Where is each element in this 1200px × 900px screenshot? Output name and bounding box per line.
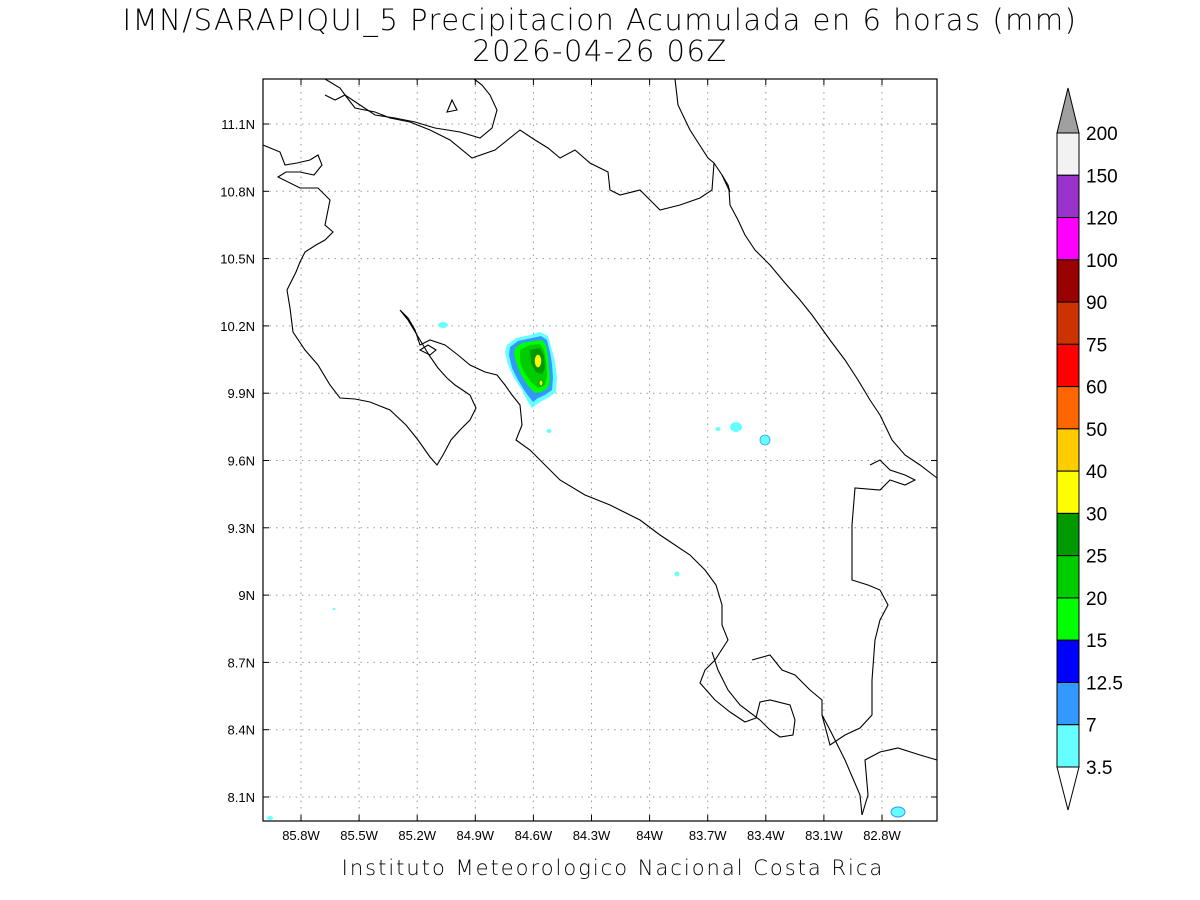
precip-cell — [715, 427, 721, 431]
colorbar-level-label: 60 — [1086, 378, 1107, 399]
colorbar-swatch — [1056, 470, 1080, 514]
y-tick-label: 10.2N — [220, 319, 255, 334]
colorbar-swatch — [1056, 343, 1080, 388]
colorbar-over-arrow — [1056, 87, 1080, 134]
colorbar-level-label: 75 — [1086, 335, 1107, 356]
map-date: 2026-04-26 06Z — [472, 34, 728, 68]
colorbar-level-label: 120 — [1086, 209, 1118, 230]
colorbar-swatch — [1056, 301, 1080, 345]
colorbar-level-label: 12.5 — [1086, 673, 1123, 694]
lake-island — [446, 98, 458, 113]
y-axis: 11.1N 10.8N 10.5N 10.2N 9.9N 9.6N 9.3N 9N 8.7N 8.… — [220, 117, 937, 805]
precip-cell — [332, 608, 336, 610]
y-tick-label: 9N — [238, 588, 255, 603]
y-tick-label: 9.9N — [228, 386, 255, 401]
colorbar-swatch — [1056, 512, 1080, 557]
colorbar-swatch — [1056, 681, 1080, 726]
y-tick-label: 10.8N — [220, 184, 255, 199]
colorbar-swatch — [1056, 217, 1080, 261]
map-title: IMN/SARAPIQUI_5 Precipitacion Acumulada … — [122, 3, 1078, 37]
colorbar-level-label: 50 — [1086, 420, 1107, 441]
colorbar-level-label: 25 — [1086, 547, 1107, 568]
northern-border — [324, 94, 715, 211]
colorbar-level-label: 150 — [1086, 166, 1118, 187]
precip-cell — [890, 806, 906, 818]
precip-cell — [674, 571, 680, 577]
precip-cell — [759, 434, 771, 446]
colorbar-under-arrow — [1056, 766, 1080, 811]
colorbar-swatch — [1056, 259, 1080, 303]
x-tick-label: 85.5W — [340, 828, 378, 843]
precip-area-30-b — [538, 379, 544, 387]
x-tick-label: 85.2W — [398, 828, 436, 843]
map-plot: 85.8W 85.5W 85.2W 84.9W 84.6W 84.3W 84W 83.7W 83… — [220, 78, 938, 843]
precip-cell — [267, 816, 273, 820]
burica-coast — [861, 747, 938, 816]
colorbar-level-label: 40 — [1086, 462, 1107, 483]
x-tick-label: 82.8W — [863, 828, 901, 843]
plot-background — [263, 79, 937, 821]
pacific-coast — [262, 144, 796, 738]
golfo-dulce-coast — [751, 654, 863, 816]
colorbar-swatch — [1056, 428, 1080, 472]
precip-cell — [438, 322, 448, 328]
colorbar-level-label: 90 — [1086, 293, 1107, 314]
colorbar-swatch — [1056, 174, 1080, 219]
grid-lines — [263, 79, 937, 821]
y-tick-label: 8.1N — [228, 790, 255, 805]
y-tick-label: 8.4N — [228, 723, 255, 738]
colorbar-swatch — [1056, 386, 1080, 430]
colorbar-swatch — [1056, 555, 1080, 599]
x-tick-label: 84.3W — [573, 828, 611, 843]
x-tick-label: 84W — [636, 828, 663, 843]
caribbean-tip — [721, 174, 731, 193]
colorbar-level-label: 15 — [1086, 631, 1107, 652]
x-tick-label: 84.9W — [457, 828, 495, 843]
colorbar-swatch — [1056, 724, 1080, 768]
colorbar-swatch — [1056, 132, 1080, 176]
y-tick-label: 11.1N — [221, 117, 255, 132]
colorbar-level-label: 200 — [1086, 124, 1118, 145]
precip-cell — [546, 429, 552, 433]
y-tick-label: 9.3N — [228, 521, 255, 536]
x-tick-label: 85.8W — [282, 828, 320, 843]
y-tick-label: 8.7N — [228, 655, 255, 670]
panama-border — [821, 459, 917, 746]
coastlines — [262, 78, 938, 816]
colorbar-level-label: 3.5 — [1086, 758, 1112, 779]
x-tick-label: 83.4W — [747, 828, 785, 843]
precip-area-30 — [533, 353, 543, 369]
x-tick-label: 83.7W — [689, 828, 727, 843]
colorbar: 200 150 120 100 90 75 60 50 40 30 25 20 15 12.5 7 3.5 — [1056, 87, 1123, 811]
colorbar-swatch — [1056, 597, 1080, 641]
lake-nicaragua-shore — [324, 78, 498, 139]
nicoya-island — [418, 344, 437, 356]
y-tick-label: 9.6N — [228, 454, 255, 469]
colorbar-swatch — [1056, 639, 1080, 683]
colorbar-level-label: 7 — [1086, 716, 1097, 737]
precipitation-shading — [267, 322, 906, 820]
x-tick-label: 84.6W — [515, 828, 553, 843]
colorbar-level-label: 30 — [1086, 504, 1107, 525]
y-tick-label: 10.5N — [220, 252, 255, 267]
footer-credit: Instituto Meteorologico Nacional Costa R… — [341, 856, 885, 880]
caribbean-coast — [674, 78, 938, 479]
x-axis: 85.8W 85.5W 85.2W 84.9W 84.6W 84.3W 84W 83.7W 83… — [282, 79, 902, 843]
precip-cell — [730, 422, 742, 432]
colorbar-level-label: 20 — [1086, 589, 1107, 610]
plot-frame — [262, 78, 938, 822]
x-tick-label: 83.1W — [805, 828, 843, 843]
colorbar-level-label: 100 — [1086, 251, 1118, 272]
